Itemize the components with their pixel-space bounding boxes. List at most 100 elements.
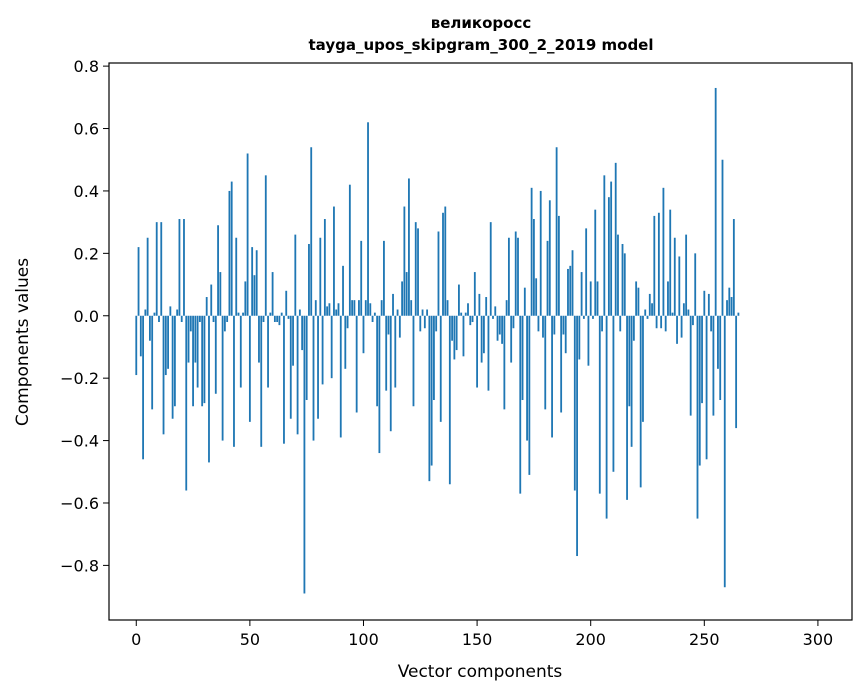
bar-166	[512, 315, 515, 329]
bar-88	[335, 309, 338, 316]
bar-145	[464, 312, 467, 316]
bar-218	[630, 315, 633, 447]
bar-227	[651, 303, 653, 316]
bar-212	[617, 234, 619, 316]
bar-177	[537, 315, 540, 332]
bar-262	[730, 297, 733, 316]
bar-249	[701, 315, 703, 404]
bar-82	[321, 315, 324, 385]
bar-232	[662, 187, 665, 316]
bar-100	[362, 315, 365, 354]
bar-258	[721, 159, 724, 316]
bar-108	[380, 300, 383, 316]
bar-188	[562, 315, 565, 335]
bar-105	[373, 312, 376, 316]
bar-213	[619, 315, 622, 332]
bar-69	[292, 315, 294, 366]
bar-34	[212, 315, 215, 322]
bar-110	[385, 315, 388, 391]
bar-84	[326, 306, 329, 316]
bar-254	[712, 315, 715, 416]
bar-253	[710, 315, 713, 332]
bar-215	[623, 253, 626, 316]
bar-118	[403, 206, 406, 316]
bar-237	[673, 237, 676, 316]
bar-25	[192, 315, 194, 407]
bars-group	[135, 87, 740, 594]
bar-96	[353, 300, 356, 316]
x-tick-label: 50	[240, 630, 260, 649]
bar-40	[226, 315, 229, 322]
bar-29	[201, 315, 204, 407]
bar-79	[314, 300, 317, 316]
bar-16	[171, 315, 174, 419]
bar-89	[337, 303, 340, 316]
bar-94	[348, 184, 351, 316]
bar-92	[344, 315, 347, 369]
bar-19	[178, 219, 181, 316]
bar-201	[592, 315, 594, 319]
bar-20	[180, 315, 183, 322]
bar-45	[237, 312, 240, 316]
bar-137	[446, 300, 449, 316]
bar-111	[387, 315, 390, 335]
bar-162	[503, 315, 506, 410]
bar-165	[510, 315, 513, 363]
bar-239	[678, 256, 681, 316]
bar-138	[448, 315, 451, 485]
bar-53	[255, 250, 258, 316]
bar-176	[535, 278, 538, 316]
bar-222	[639, 315, 642, 488]
bar-14	[167, 315, 169, 369]
bar-160	[498, 315, 501, 335]
bar-83	[323, 219, 326, 316]
bar-140	[453, 315, 456, 360]
y-tick-label: −0.2	[60, 369, 99, 388]
bar-259	[723, 315, 726, 588]
bar-169	[519, 315, 522, 494]
bar-93	[346, 315, 349, 329]
bar-86	[330, 315, 333, 379]
bar-243	[687, 309, 690, 316]
bar-6	[148, 315, 151, 341]
bar-117	[401, 281, 404, 316]
bar-187	[560, 315, 563, 413]
bar-115	[396, 309, 399, 316]
bar-98	[358, 300, 360, 316]
bar-15	[169, 306, 172, 316]
bar-131	[433, 315, 435, 401]
x-tick-label: 200	[575, 630, 606, 649]
bar-66	[285, 290, 288, 316]
bar-42	[230, 181, 233, 316]
bar-261	[728, 287, 731, 316]
bar-207	[605, 315, 608, 519]
bar-159	[496, 315, 499, 341]
bar-180	[544, 315, 547, 410]
bar-78	[312, 315, 315, 441]
bar-48	[244, 281, 247, 316]
x-axis-label: Vector components	[398, 662, 563, 682]
bar-263	[732, 219, 735, 316]
y-tick-label: 0.2	[74, 244, 99, 263]
bar-33	[210, 284, 213, 316]
bar-153	[483, 315, 485, 354]
bar-76	[308, 243, 310, 316]
bar-107	[378, 315, 381, 454]
bar-49	[246, 153, 249, 316]
bar-63	[278, 315, 281, 326]
bar-173	[528, 315, 531, 475]
bar-230	[657, 212, 660, 316]
bar-75	[305, 315, 308, 401]
bar-233	[664, 315, 667, 332]
bar-51	[251, 247, 254, 316]
bar-149	[473, 272, 476, 316]
bar-56	[262, 315, 265, 322]
bar-226	[648, 293, 651, 316]
y-tick-label: 0.4	[74, 182, 99, 201]
bar-85	[328, 303, 331, 316]
x-tick-label: 0	[131, 630, 141, 649]
bar-200	[589, 281, 592, 316]
bar-101	[364, 300, 367, 316]
bar-26	[194, 315, 197, 363]
